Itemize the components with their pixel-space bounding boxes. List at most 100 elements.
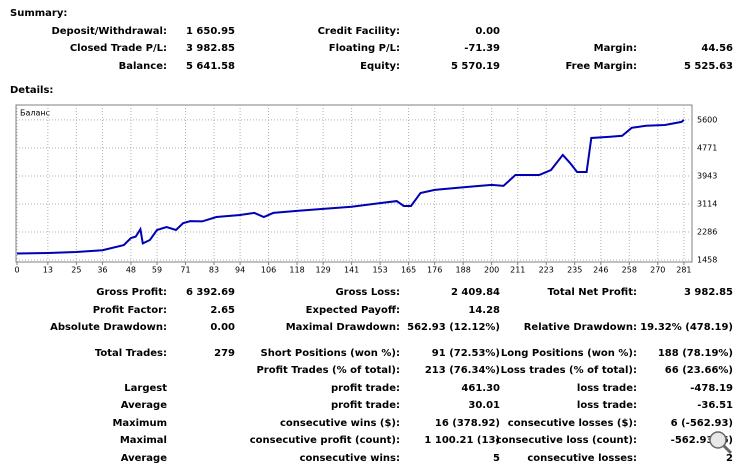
summary-label: Margin: [594, 43, 637, 54]
detail-value: 66 (23.66%) [665, 365, 733, 376]
x-tick-label: 235 [567, 266, 582, 275]
detail-label: Profit Factor: [93, 305, 167, 316]
y-tick-label: 4771 [697, 143, 717, 152]
detail-label: consecutive wins ($): [280, 418, 400, 429]
detail-value: 19.32% (478.19) [640, 322, 733, 333]
x-tick-label: 13 [43, 266, 53, 275]
detail-label: Total Trades: [95, 348, 167, 359]
detail-value: 5 [493, 453, 500, 464]
summary-label: Balance: [119, 61, 167, 72]
detail-label: consecutive losses: [527, 453, 637, 464]
summary-label: Deposit/Withdrawal: [51, 26, 167, 37]
detail-label: Gross Profit: [96, 287, 167, 298]
detail-label: Largest [124, 383, 167, 394]
detail-value: 188 (78.19%) [658, 348, 733, 359]
x-tick-label: 165 [401, 266, 416, 275]
detail-label: loss trade: [577, 400, 637, 411]
detail-value: 279 [214, 348, 235, 359]
x-tick-label: 211 [510, 266, 525, 275]
summary-value: 5 570.19 [451, 61, 500, 72]
y-tick-label: 3114 [697, 200, 717, 209]
balance-line [16, 119, 685, 255]
x-tick-label: 223 [539, 266, 554, 275]
detail-label: Gross Loss: [335, 287, 400, 298]
x-tick-label: 94 [235, 266, 245, 275]
summary-label: Closed Trade P/L: [70, 43, 167, 54]
detail-value: -478.19 [690, 383, 733, 394]
x-tick-label: 106 [261, 266, 276, 275]
detail-label: Expected Payoff: [306, 305, 400, 316]
detail-label: consecutive wins: [300, 453, 400, 464]
x-tick-label: 188 [456, 266, 471, 275]
detail-label: Average [121, 453, 168, 464]
x-tick-label: 83 [209, 266, 219, 275]
y-tick-label: 1458 [697, 256, 717, 265]
detail-value: 461.30 [461, 383, 500, 394]
summary-value: -71.39 [464, 43, 500, 54]
detail-value: 2.65 [210, 305, 235, 316]
detail-label: Maximal Drawdown: [286, 322, 400, 333]
summary-value: 5 525.63 [684, 61, 733, 72]
x-tick-label: 0 [14, 266, 19, 275]
summary-value: 0.00 [475, 26, 500, 37]
x-tick-label: 71 [180, 266, 190, 275]
x-tick-label: 246 [593, 266, 608, 275]
detail-label: Short Positions (won %): [261, 348, 400, 359]
detail-value: 213 (76.34%) [425, 365, 500, 376]
detail-value: 562.93 (12.12%) [407, 322, 500, 333]
x-tick-label: 36 [97, 266, 107, 275]
detail-label: Relative Drawdown: [524, 322, 637, 333]
detail-label: consecutive loss (count): [496, 435, 637, 446]
x-tick-label: 118 [289, 266, 304, 275]
detail-value: 30.01 [468, 400, 500, 411]
y-tick-label: 2286 [697, 228, 717, 237]
y-tick-label: 5600 [697, 115, 717, 124]
detail-value: 6 (-562.93) [671, 418, 733, 429]
summary-value: 3 982.85 [186, 43, 235, 54]
detail-label: Absolute Drawdown: [50, 322, 167, 333]
detail-value: 2 409.84 [451, 287, 500, 298]
detail-value: 14.28 [468, 305, 500, 316]
summary-title: Summary: [10, 8, 67, 19]
summary-value: 5 641.58 [186, 61, 235, 72]
zoom-icon [709, 431, 727, 449]
x-tick-label: 176 [427, 266, 442, 275]
detail-label: profit trade: [331, 383, 400, 394]
summary-label: Free Margin: [565, 61, 637, 72]
detail-label: Total Net Profit: [547, 287, 637, 298]
detail-label: Long Positions (won %): [501, 348, 637, 359]
y-tick-label: 3943 [697, 171, 717, 180]
x-tick-label: 48 [126, 266, 136, 275]
summary-label: Credit Facility: [318, 26, 400, 37]
detail-label: Maximal [120, 435, 167, 446]
x-tick-label: 25 [71, 266, 81, 275]
detail-value: 2 [726, 453, 733, 464]
x-tick-label: 153 [372, 266, 387, 275]
summary-label: Floating P/L: [329, 43, 400, 54]
chart-frame [15, 104, 693, 263]
x-tick-label: 141 [344, 266, 359, 275]
detail-label: Maximum [112, 418, 167, 429]
detail-value: 1 100.21 (13) [424, 435, 500, 446]
summary-value: 1 650.95 [186, 26, 235, 37]
detail-value: 0.00 [210, 322, 235, 333]
x-tick-label: 281 [676, 266, 691, 275]
detail-value: -562.93 (6) [671, 435, 733, 446]
detail-value: 91 (72.53%) [432, 348, 500, 359]
x-tick-label: 270 [650, 266, 665, 275]
detail-label: Loss trades (% of total): [501, 365, 637, 376]
detail-label: consecutive losses ($): [508, 418, 637, 429]
x-tick-label: 258 [622, 266, 637, 275]
detail-label: Profit Trades (% of total): [256, 365, 400, 376]
zoom-icon-handle [722, 444, 733, 455]
summary-value: 44.56 [701, 43, 733, 54]
detail-value: 6 392.69 [186, 287, 235, 298]
chart-title: Баланс [20, 109, 50, 118]
detail-label: consecutive profit (count): [250, 435, 400, 446]
x-tick-label: 129 [316, 266, 331, 275]
detail-label: Average [121, 400, 168, 411]
detail-label: loss trade: [577, 383, 637, 394]
x-tick-label: 59 [152, 266, 162, 275]
